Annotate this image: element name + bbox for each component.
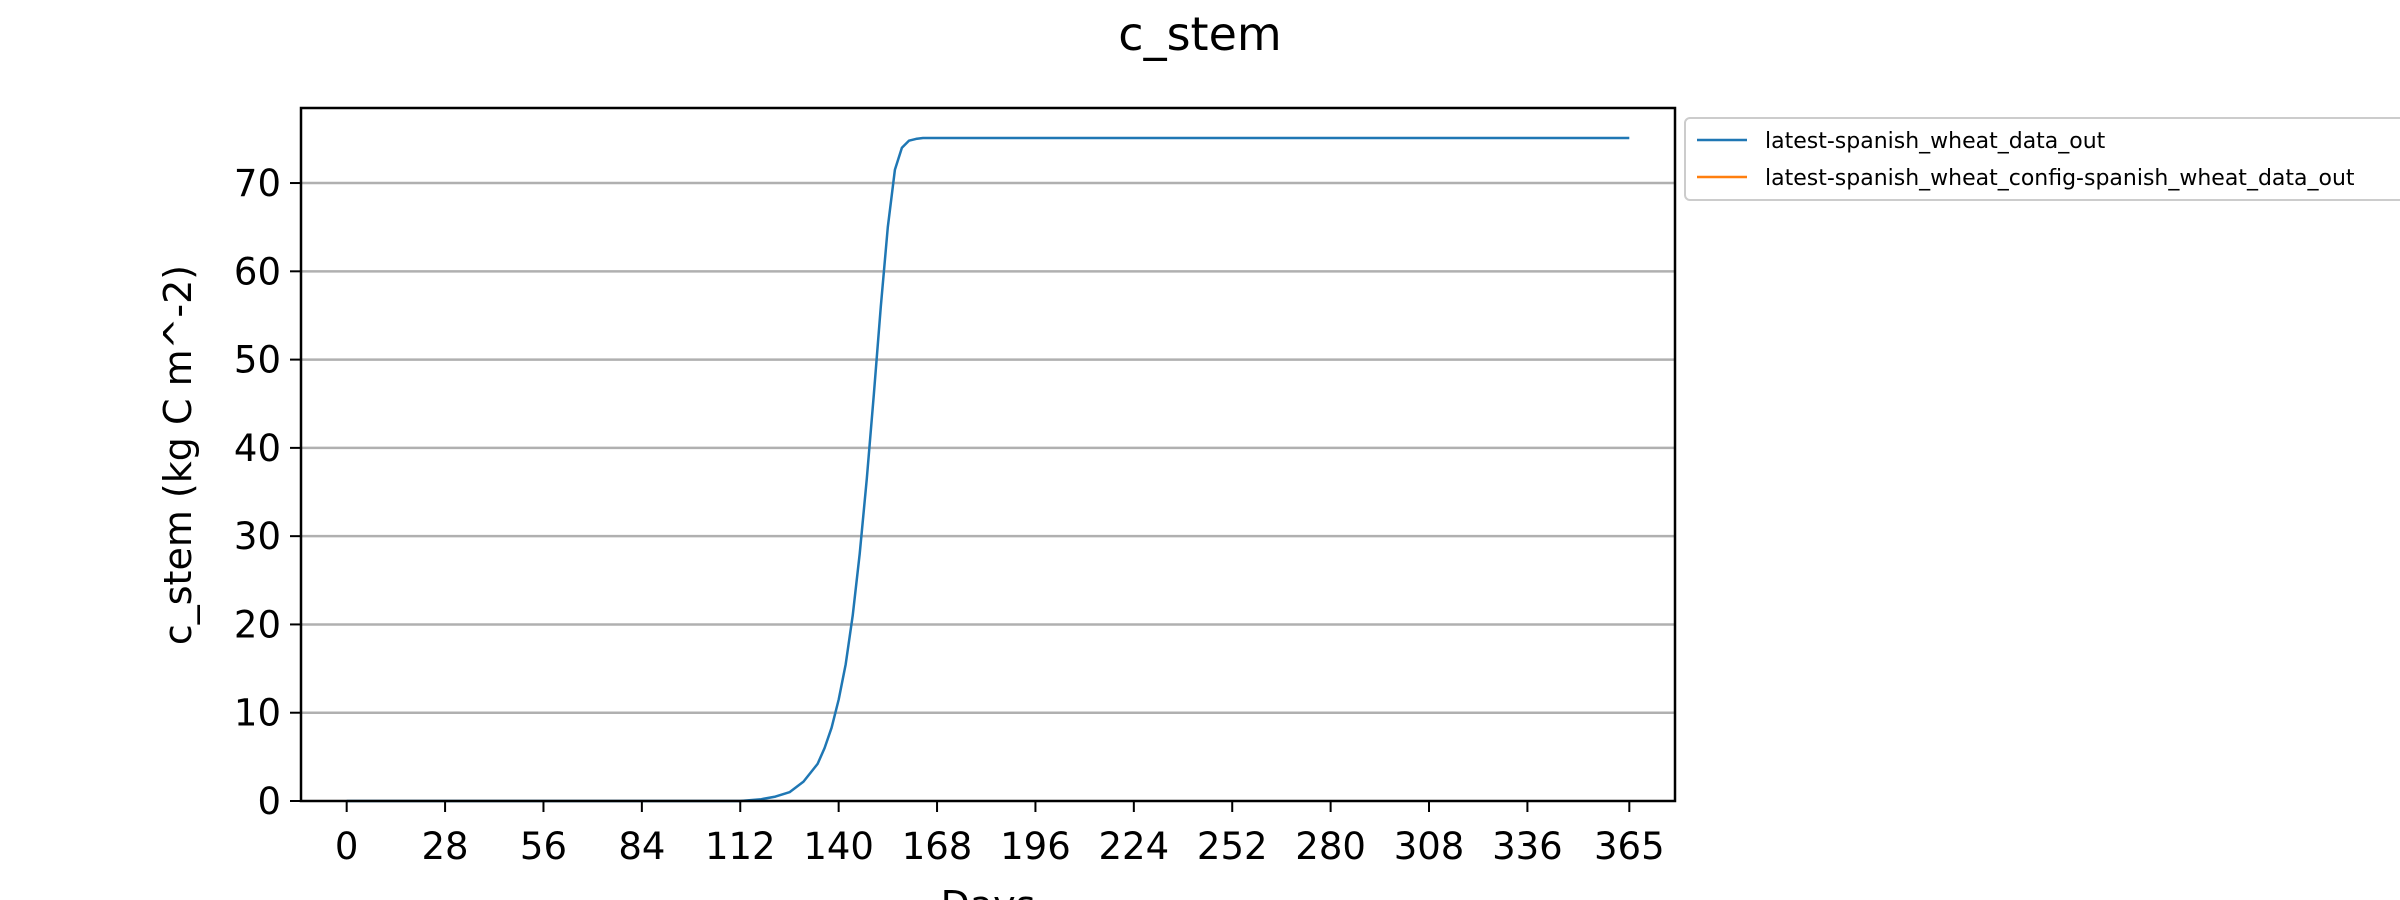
y-axis-ticks: 0 10 20 30 40 50 60 70 — [234, 162, 301, 823]
x-tick-label: 168 — [902, 825, 973, 868]
y-tick-label: 60 — [234, 250, 281, 293]
y-axis-label: c_stem (kg C m^-2) — [156, 265, 200, 645]
y-tick-label: 40 — [234, 427, 281, 470]
legend: latest-spanish_wheat_data_out latest-span… — [1684, 117, 2400, 201]
x-axis-ticks: 0 28 56 84 112 140 168 196 224 252 280 308 336 365 — [335, 801, 1665, 868]
x-tick-label: 28 — [422, 825, 469, 868]
plot-frame — [299, 106, 1677, 803]
x-tick-label: 224 — [1099, 825, 1170, 868]
legend-box — [1684, 117, 2400, 201]
series-line-1 — [346, 136, 1630, 803]
x-tick-label: 336 — [1492, 825, 1563, 868]
x-tick-label: 112 — [705, 825, 776, 868]
x-tick-label: 0 — [335, 825, 359, 868]
x-tick-label: 280 — [1295, 825, 1366, 868]
x-axis-label: Days — [941, 883, 1036, 900]
x-tick-label: 196 — [1000, 825, 1071, 868]
x-tick-label: 84 — [618, 825, 665, 868]
legend-label-1: latest-spanish_wheat_data_out — [1765, 129, 2106, 154]
y-tick-label: 0 — [257, 780, 281, 823]
x-tick-label: 308 — [1394, 825, 1465, 868]
y-tick-label: 10 — [234, 692, 281, 735]
legend-label-2: latest-spanish_wheat_config-spanish_whea… — [1765, 166, 2355, 191]
y-tick-label: 30 — [234, 515, 281, 558]
x-tick-label: 140 — [803, 825, 874, 868]
y-tick-label: 20 — [234, 603, 281, 646]
y-tick-label: 50 — [234, 339, 281, 382]
x-tick-label: 252 — [1197, 825, 1268, 868]
x-tick-label: 56 — [520, 825, 567, 868]
grid-lines — [301, 181, 1675, 714]
chart-title: c_stem — [1118, 7, 1281, 61]
series-layer — [346, 136, 1630, 803]
x-tick-label: 365 — [1594, 825, 1665, 868]
y-tick-label: 70 — [234, 162, 281, 205]
